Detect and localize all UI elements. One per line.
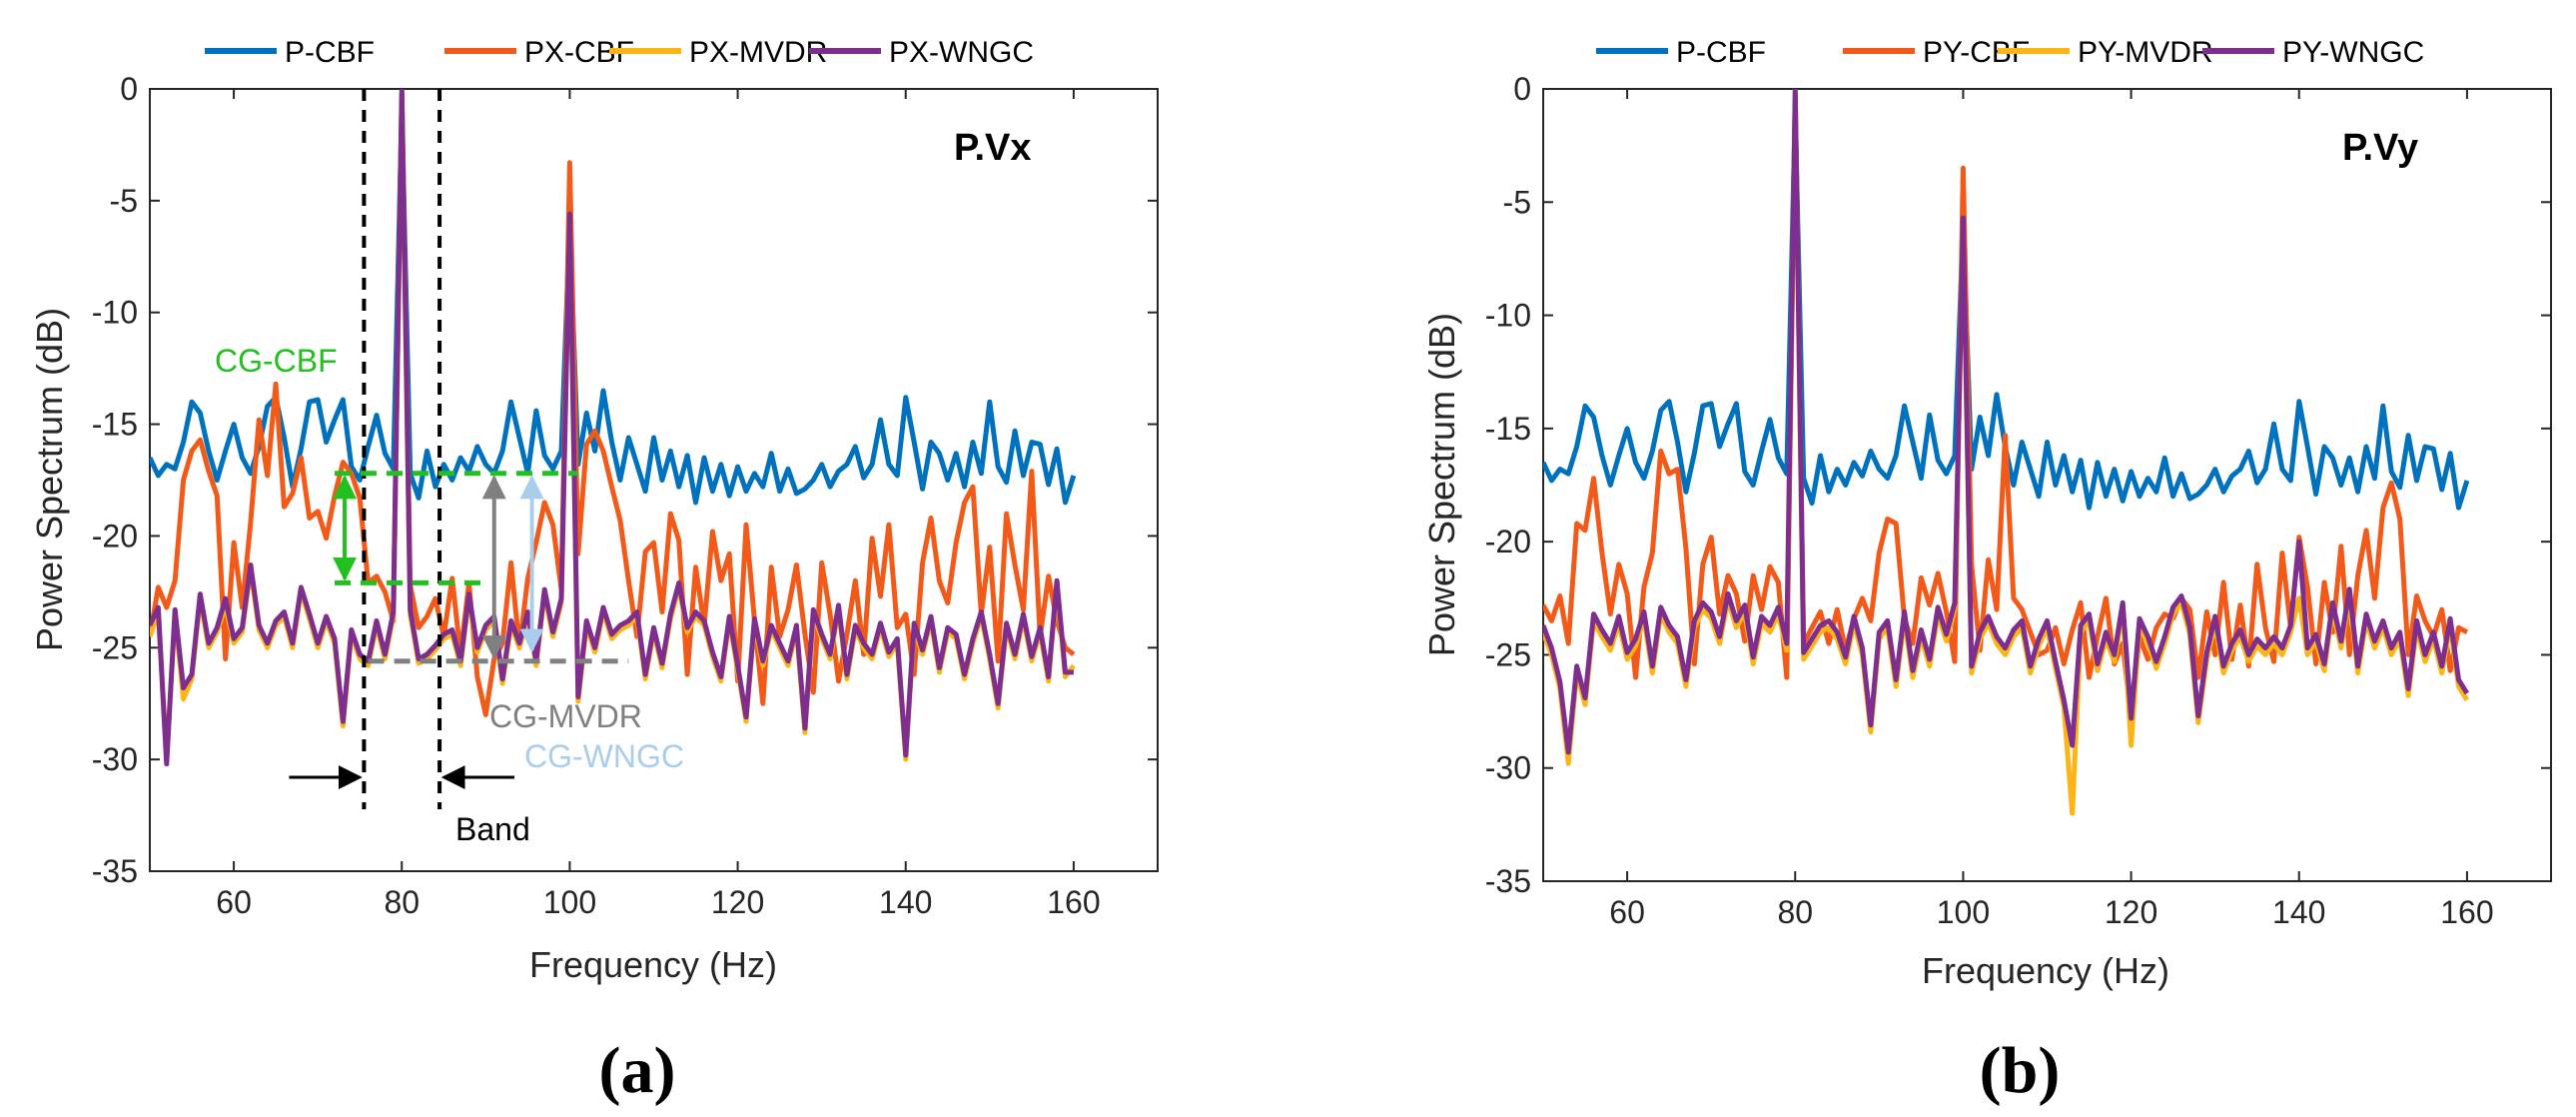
x-tick-label: 160 [1047, 884, 1100, 920]
y-tick-label: -15 [92, 407, 138, 443]
x-tick-label: 120 [711, 884, 764, 920]
x-tick-label: 100 [1937, 894, 1990, 930]
y-tick-label: -15 [1485, 411, 1531, 447]
series-line-py-wngc [1543, 89, 2470, 755]
panel-b: 60 80 100 120 140 160 0 -5 -10 -15 -20 -25 -30 -35 P.… [1421, 36, 2552, 1107]
y-tick-label: -30 [1485, 750, 1531, 786]
plot-area-b [1542, 88, 2552, 882]
x-tick-label: 140 [879, 884, 932, 920]
legend-entry: P-CBF [285, 36, 375, 69]
legend-a: P-CBF PX-CBF PX-MVDR PX-WNGC [205, 36, 1034, 69]
y-tick-label: -10 [92, 295, 138, 331]
legend-entry: PX-MVDR [689, 36, 827, 69]
plot-area-a [149, 88, 1159, 872]
y-tick-label: -20 [92, 518, 138, 554]
x-tick-label: 160 [2440, 894, 2493, 930]
y-tick-label: -5 [1503, 184, 1531, 220]
legend-entry: P-CBF [1676, 36, 1766, 69]
series-group-b [1543, 89, 2470, 816]
y-tick-label: 0 [120, 71, 138, 107]
x-tick-label: 80 [1777, 894, 1813, 930]
x-axis-label-a: Frequency (Hz) [529, 944, 777, 985]
axis-ticks-a: 60 80 100 120 140 160 0 -5 -10 -15 -20 -25 -30 -35 [92, 71, 1158, 920]
y-tick-label: -25 [92, 629, 138, 665]
x-tick-label: 80 [384, 884, 420, 920]
y-axis-label-b: Power Spectrum (dB) [1421, 313, 1462, 656]
y-axis-label-a: Power Spectrum (dB) [29, 308, 70, 651]
y-tick-label: -35 [92, 853, 138, 889]
x-tick-label: 120 [2105, 894, 2157, 930]
y-tick-label: -25 [1485, 636, 1531, 672]
legend-entry: PY-MVDR [2078, 36, 2213, 69]
series-line-px-wngc [150, 89, 1074, 767]
series-line-p-cbf [150, 108, 1077, 506]
axis-ticks-b: 60 80 100 120 140 160 0 -5 -10 -15 -20 -25 -30 -35 [1485, 71, 2551, 930]
cg-wngc-label: CG-WNGC [524, 738, 684, 774]
cg-cbf-label: CG-CBF [215, 343, 338, 379]
x-tick-label: 60 [216, 884, 252, 920]
legend-b: P-CBF PY-CBF PY-MVDR PY-WNGC [1596, 36, 2424, 69]
panel-a-label: (a) [599, 1034, 676, 1107]
x-tick-label: 140 [2272, 894, 2325, 930]
panel-b-label: (b) [1980, 1034, 2061, 1107]
y-tick-label: -10 [1485, 298, 1531, 334]
series-line-px-cbf [150, 91, 1076, 717]
y-tick-label: -5 [110, 183, 138, 219]
panel-a: 60 80 100 120 140 160 0 -5 -10 -15 -20 -25 -30 -35 CG… [29, 36, 1159, 1107]
x-axis-label-b: Frequency (Hz) [1922, 950, 2169, 991]
y-tick-label: -30 [92, 741, 138, 777]
y-tick-label: -35 [1485, 863, 1531, 899]
x-tick-label: 100 [543, 884, 596, 920]
y-tick-label: -20 [1485, 524, 1531, 559]
panel-a-title: P.Vx [954, 127, 1031, 169]
series-line-py-mvdr [1543, 93, 2470, 816]
panel-b-title: P.Vy [2342, 127, 2418, 169]
band-label: Band [455, 811, 530, 847]
x-tick-label: 60 [1609, 894, 1645, 930]
series-group-a [150, 89, 1077, 767]
y-tick-label: 0 [1513, 71, 1531, 107]
legend-entry: PY-WNGC [2282, 36, 2424, 69]
legend-entry: PX-WNGC [889, 36, 1034, 69]
cg-mvdr-label: CG-MVDR [489, 698, 642, 734]
